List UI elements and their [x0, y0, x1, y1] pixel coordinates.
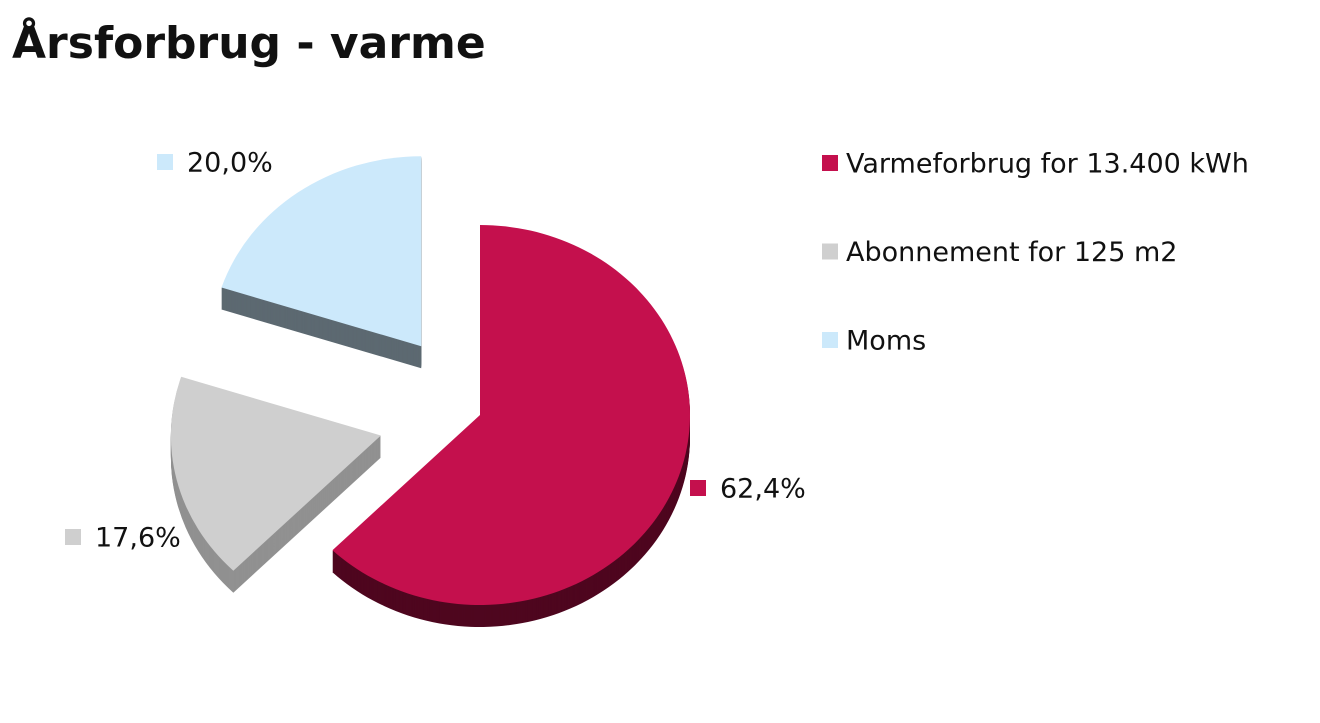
slice	[170, 376, 381, 571]
label-swatch	[157, 154, 173, 170]
chart-title: Årsforbrug - varme	[12, 16, 486, 69]
legend-label: Abonnement for 125 m2	[846, 237, 1177, 268]
slice	[332, 225, 690, 605]
legend-label: Varmeforbrug for 13.400 kWh	[846, 149, 1249, 180]
legend-swatch	[822, 155, 838, 171]
label-swatch	[690, 480, 706, 496]
label-swatch	[65, 529, 81, 545]
legend-swatch	[822, 243, 838, 260]
slice	[221, 156, 422, 347]
value-label: 62,4%	[720, 474, 806, 505]
legend-swatch	[822, 332, 838, 348]
value-label: 17,6%	[95, 523, 181, 554]
legend-label: Moms	[846, 326, 926, 357]
value-label: 20,0%	[187, 148, 273, 179]
